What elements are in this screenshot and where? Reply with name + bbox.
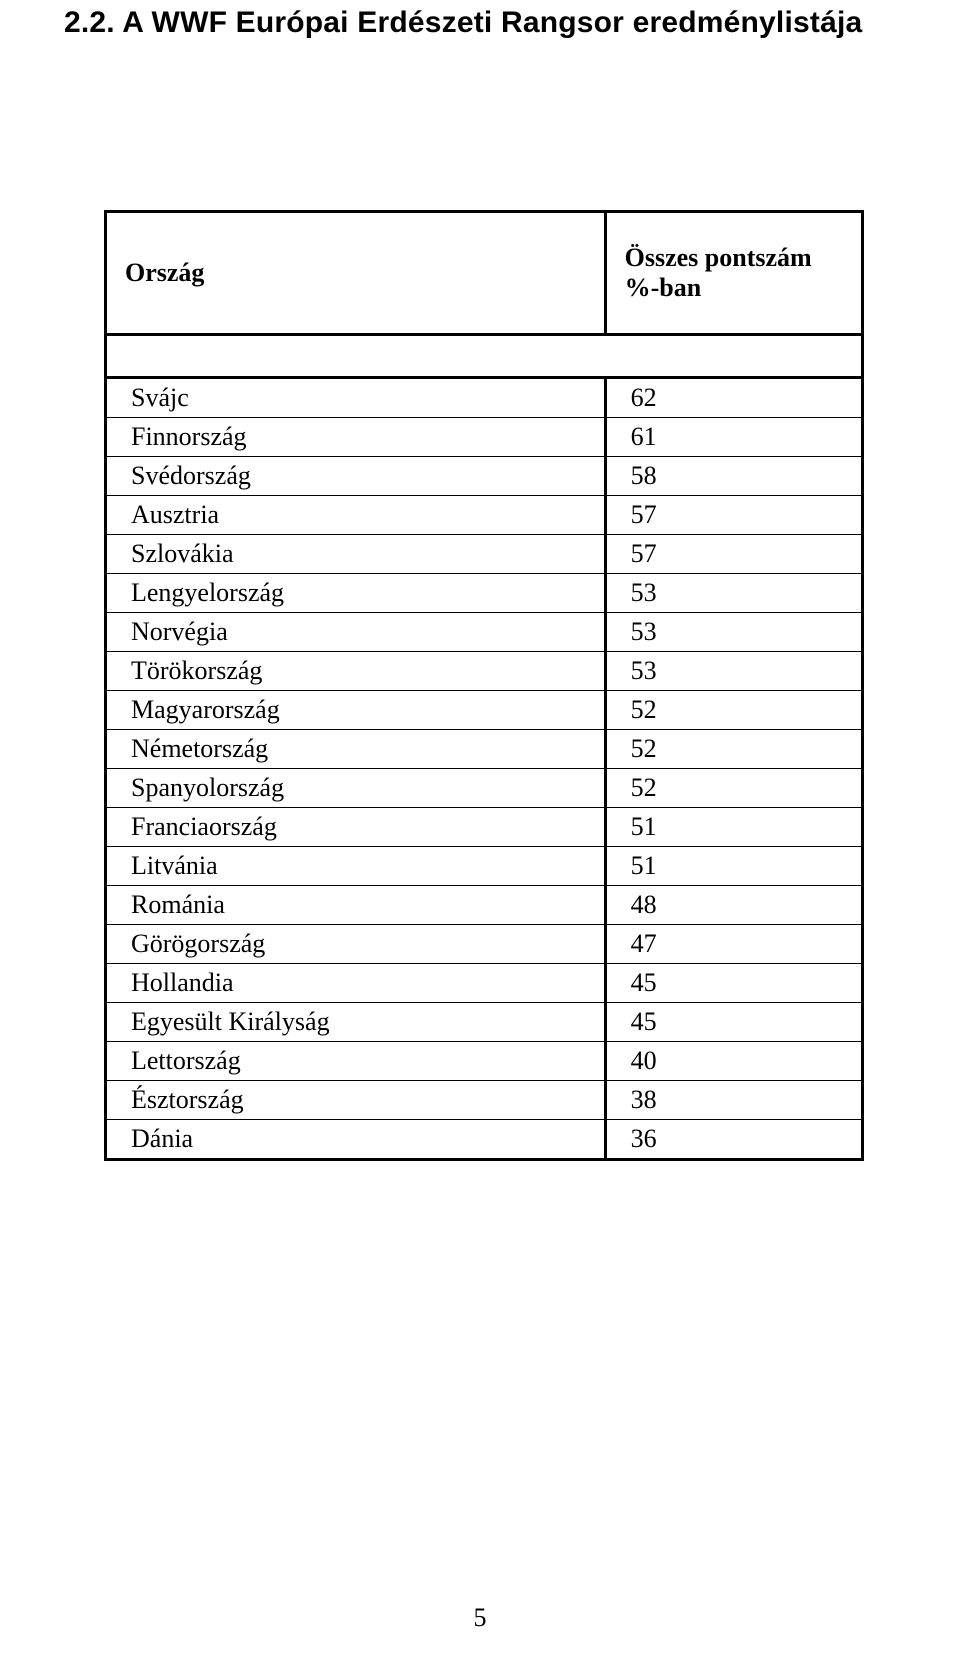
table-row: Franciaország 51 xyxy=(106,808,863,847)
cell-country: Svédország xyxy=(106,457,606,496)
cell-country: Ausztria xyxy=(106,496,606,535)
table-row: Törökország 53 xyxy=(106,652,863,691)
table-row: Svájc 62 xyxy=(106,378,863,418)
table-row: Finnország 61 xyxy=(106,418,863,457)
table-row: Görögország 47 xyxy=(106,925,863,964)
table-row: Lettország 40 xyxy=(106,1042,863,1081)
table-row: Románia 48 xyxy=(106,886,863,925)
table-header-row: Ország Összes pontszám %-ban xyxy=(106,212,863,335)
cell-country: Svájc xyxy=(106,378,606,418)
cell-score: 53 xyxy=(605,574,862,613)
cell-country: Németország xyxy=(106,730,606,769)
cell-score: 58 xyxy=(605,457,862,496)
cell-score: 52 xyxy=(605,769,862,808)
table-row: Norvégia 53 xyxy=(106,613,863,652)
cell-country: Észtország xyxy=(106,1081,606,1120)
table-row: Szlovákia 57 xyxy=(106,535,863,574)
table-row: Lengyelország 53 xyxy=(106,574,863,613)
header-country: Ország xyxy=(106,212,606,335)
cell-country: Litvánia xyxy=(106,847,606,886)
cell-country: Görögország xyxy=(106,925,606,964)
table-row: Dánia 36 xyxy=(106,1120,863,1160)
cell-country: Norvégia xyxy=(106,613,606,652)
table-row: Németország 52 xyxy=(106,730,863,769)
cell-score: 47 xyxy=(605,925,862,964)
section-title: 2.2. A WWF Európai Erdészeti Rangsor ere… xyxy=(64,6,896,40)
page: 2.2. A WWF Európai Erdészeti Rangsor ere… xyxy=(0,6,960,1673)
cell-country: Spanyolország xyxy=(106,769,606,808)
cell-score: 61 xyxy=(605,418,862,457)
table-row: Ausztria 57 xyxy=(106,496,863,535)
cell-score: 52 xyxy=(605,730,862,769)
table-row: Hollandia 45 xyxy=(106,964,863,1003)
cell-score: 57 xyxy=(605,496,862,535)
results-table-wrap: Ország Összes pontszám %-ban Svájc 62 Fi… xyxy=(104,210,864,1161)
cell-score: 45 xyxy=(605,1003,862,1042)
table-row: Spanyolország 52 xyxy=(106,769,863,808)
cell-score: 52 xyxy=(605,691,862,730)
cell-country: Magyarország xyxy=(106,691,606,730)
cell-country: Lettország xyxy=(106,1042,606,1081)
table-row: Egyesült Királyság 45 xyxy=(106,1003,863,1042)
cell-country: Szlovákia xyxy=(106,535,606,574)
table-row: Magyarország 52 xyxy=(106,691,863,730)
page-number: 5 xyxy=(0,1603,960,1633)
cell-country: Dánia xyxy=(106,1120,606,1160)
cell-country: Törökország xyxy=(106,652,606,691)
cell-country: Lengyelország xyxy=(106,574,606,613)
table-row: Észtország 38 xyxy=(106,1081,863,1120)
cell-score: 53 xyxy=(605,613,862,652)
cell-score: 57 xyxy=(605,535,862,574)
header-score: Összes pontszám %-ban xyxy=(605,212,862,335)
cell-country: Egyesült Királyság xyxy=(106,1003,606,1042)
cell-country: Franciaország xyxy=(106,808,606,847)
table-spacer-row xyxy=(106,335,863,378)
cell-country: Finnország xyxy=(106,418,606,457)
table-row: Svédország 58 xyxy=(106,457,863,496)
cell-score: 53 xyxy=(605,652,862,691)
cell-score: 36 xyxy=(605,1120,862,1160)
cell-country: Hollandia xyxy=(106,964,606,1003)
cell-score: 45 xyxy=(605,964,862,1003)
table-row: Litvánia 51 xyxy=(106,847,863,886)
cell-score: 51 xyxy=(605,847,862,886)
cell-score: 51 xyxy=(605,808,862,847)
cell-score: 48 xyxy=(605,886,862,925)
cell-score: 62 xyxy=(605,378,862,418)
cell-score: 38 xyxy=(605,1081,862,1120)
cell-country: Románia xyxy=(106,886,606,925)
cell-score: 40 xyxy=(605,1042,862,1081)
results-table: Ország Összes pontszám %-ban Svájc 62 Fi… xyxy=(104,210,864,1161)
